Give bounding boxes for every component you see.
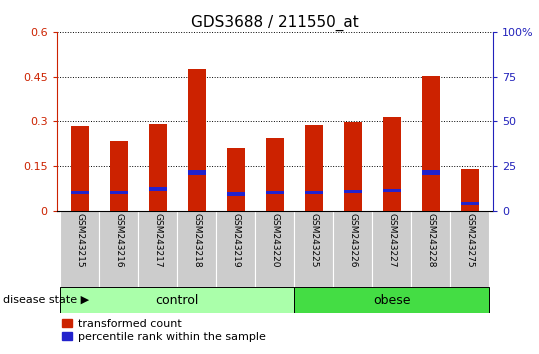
Title: GDS3688 / 211550_at: GDS3688 / 211550_at: [191, 14, 359, 30]
Text: GSM243227: GSM243227: [388, 213, 396, 267]
Bar: [344, 190, 362, 193]
Bar: [60, 287, 294, 313]
Legend: transformed count, percentile rank within the sample: transformed count, percentile rank withi…: [62, 319, 266, 342]
Bar: [188, 69, 206, 211]
Bar: [100, 211, 139, 287]
Bar: [177, 211, 217, 287]
Bar: [71, 126, 89, 211]
Bar: [422, 76, 440, 211]
Bar: [294, 211, 333, 287]
Bar: [266, 138, 284, 211]
Text: GSM243218: GSM243218: [192, 213, 202, 268]
Bar: [139, 211, 177, 287]
Bar: [217, 211, 255, 287]
Bar: [305, 125, 323, 211]
Bar: [227, 148, 245, 211]
Bar: [227, 193, 245, 196]
Text: GSM243220: GSM243220: [271, 213, 279, 267]
Bar: [450, 211, 489, 287]
Bar: [266, 191, 284, 194]
Text: GSM243215: GSM243215: [75, 213, 85, 268]
Text: GSM243275: GSM243275: [465, 213, 474, 268]
Bar: [71, 191, 89, 194]
Bar: [188, 170, 206, 175]
Text: control: control: [156, 293, 199, 307]
Text: GSM243219: GSM243219: [231, 213, 240, 268]
Text: GSM243226: GSM243226: [348, 213, 357, 267]
Bar: [383, 117, 400, 211]
Bar: [60, 211, 100, 287]
Bar: [344, 122, 362, 211]
Text: GSM243225: GSM243225: [309, 213, 319, 267]
Bar: [461, 202, 479, 205]
Bar: [333, 211, 372, 287]
Bar: [422, 170, 440, 175]
Text: GSM243216: GSM243216: [114, 213, 123, 268]
Bar: [372, 211, 411, 287]
Bar: [149, 124, 167, 211]
Bar: [411, 211, 450, 287]
Bar: [383, 189, 400, 192]
Bar: [255, 211, 294, 287]
Bar: [110, 141, 128, 211]
Text: obese: obese: [373, 293, 411, 307]
Bar: [149, 187, 167, 191]
Bar: [294, 287, 489, 313]
Text: GSM243217: GSM243217: [154, 213, 162, 268]
Text: GSM243228: GSM243228: [426, 213, 436, 267]
Bar: [110, 191, 128, 194]
Bar: [305, 191, 323, 194]
Bar: [461, 169, 479, 211]
Text: disease state ▶: disease state ▶: [3, 295, 89, 305]
